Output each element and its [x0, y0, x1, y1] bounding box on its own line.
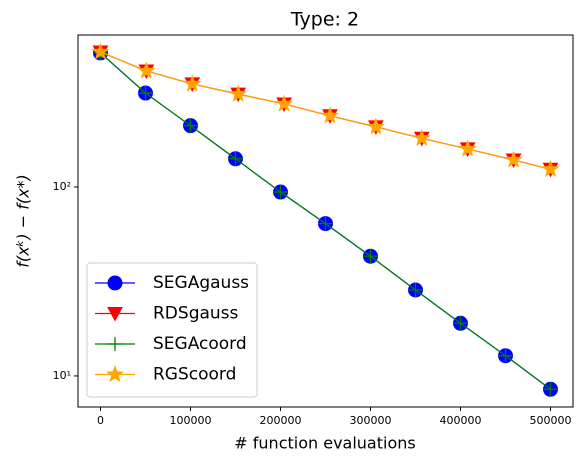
y-axis-label: f(xᵏ) − f(x*)	[14, 174, 33, 268]
y-tick-label: 10²	[53, 180, 71, 193]
marker	[320, 106, 340, 124]
marker	[229, 84, 248, 102]
marker	[453, 316, 468, 331]
legend-marker	[108, 337, 122, 351]
marker	[318, 216, 333, 231]
marker	[458, 139, 477, 157]
plot-frame	[77, 34, 574, 408]
x-axis-label: # function evaluations	[234, 434, 415, 453]
legend-label: RDSgauss	[153, 304, 239, 324]
marker	[228, 151, 243, 166]
marker	[541, 159, 560, 177]
x-tick-label: 400000	[440, 414, 482, 427]
marker	[138, 86, 153, 101]
chart-title: Type: 2	[290, 9, 359, 31]
marker	[498, 348, 513, 363]
legend-marker	[107, 275, 123, 291]
marker	[273, 185, 288, 200]
x-tick-label: 100000	[170, 414, 212, 427]
marker	[366, 117, 385, 135]
legend-box	[86, 262, 258, 398]
marker	[137, 61, 156, 79]
legend-label: RGScoord	[153, 365, 236, 385]
marker	[543, 382, 558, 397]
legend-marker	[107, 307, 123, 322]
x-tick-label: 300000	[350, 414, 392, 427]
x-tick-label: 200000	[260, 414, 302, 427]
y-tick-label: 10¹	[53, 369, 71, 382]
legend-label: SEGAcoord	[153, 334, 247, 354]
marker	[183, 74, 202, 92]
x-tick-label: 0	[97, 414, 104, 427]
marker	[363, 249, 378, 264]
marker	[91, 42, 110, 60]
marker	[504, 150, 523, 168]
x-tick-label: 500000	[530, 414, 572, 427]
marker	[412, 128, 431, 146]
marker	[275, 94, 294, 112]
legend-label: SEGAgauss	[153, 273, 249, 293]
marker	[408, 282, 423, 297]
marker	[183, 118, 198, 133]
legend-marker	[105, 365, 125, 383]
